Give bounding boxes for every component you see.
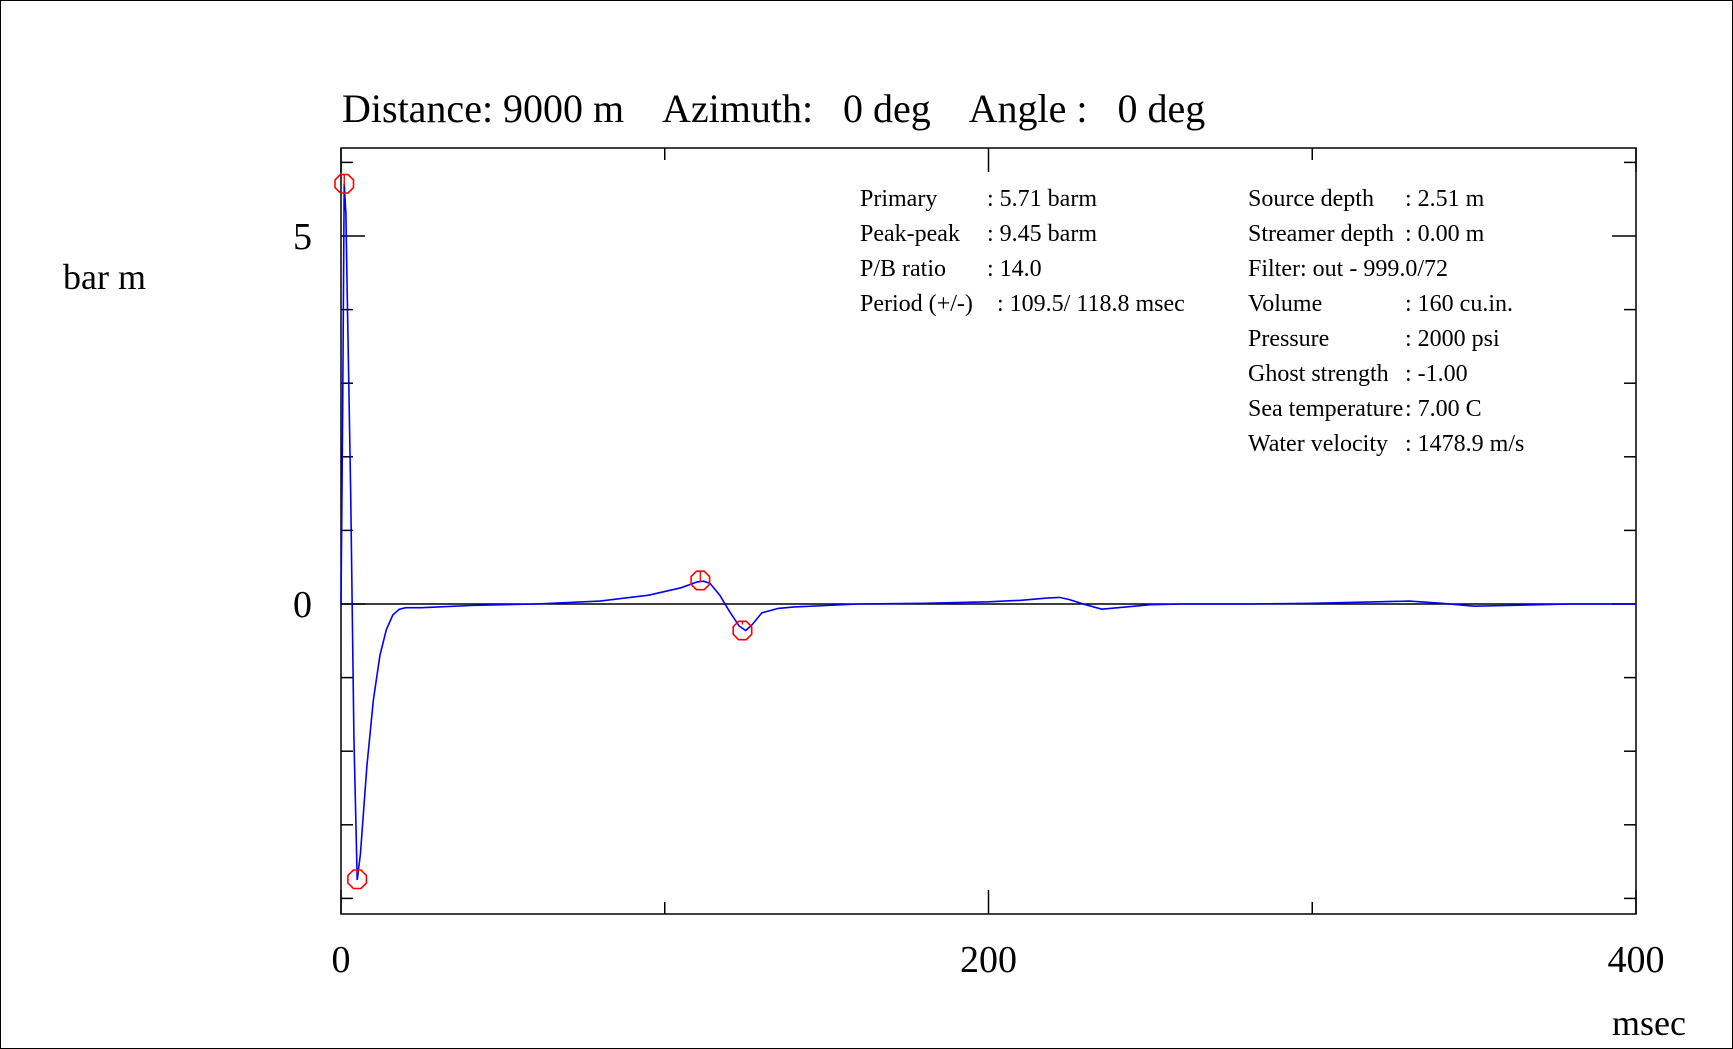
- info-right-label: Sea temperature: [1248, 396, 1403, 422]
- info-left-value: : 5.71 barm: [987, 186, 1097, 212]
- x-tick-label: 0: [332, 939, 351, 981]
- info-right-label: Pressure: [1248, 326, 1329, 352]
- info-left-value: : 109.5/ 118.8 msec: [997, 291, 1185, 317]
- info-annotations: Primary : 5.71 barm Peak-peak : 9.45 barm P/…: [860, 186, 1524, 457]
- chart-title: Distance: 9000 m Azimuth: 0 deg Angle : …: [342, 86, 1205, 131]
- info-right-value: : 7.00 C: [1405, 396, 1482, 422]
- marker-bubble-peak: [690, 570, 711, 591]
- info-right-label: Water velocity: [1248, 431, 1388, 457]
- info-right-value: : 0.00 m: [1405, 221, 1485, 247]
- tick-labels: 0 200 400 5 0: [293, 216, 1665, 981]
- x-tick-label: 200: [960, 939, 1017, 981]
- info-left-label: Primary: [860, 186, 937, 212]
- info-right-value: : 1478.9 m/s: [1405, 431, 1524, 457]
- info-right-value: : -1.00: [1405, 361, 1468, 387]
- info-left-value: : 9.45 barm: [987, 221, 1097, 247]
- info-right-label: Ghost strength: [1248, 361, 1389, 387]
- info-right-value: : 2.51 m: [1405, 186, 1485, 212]
- x-tick-label: 400: [1608, 939, 1665, 981]
- x-axis-label: msec: [1612, 1003, 1686, 1043]
- y-tick-label: 0: [293, 584, 312, 626]
- y-tick-label: 5: [293, 216, 312, 258]
- info-right-value: : 2000 psi: [1405, 326, 1500, 352]
- info-left-label: Period (+/-): [860, 291, 973, 317]
- extrema-markers: [334, 173, 753, 890]
- info-right-label: Volume: [1248, 291, 1322, 317]
- info-right-label: Filter: out - 999.0/72: [1248, 256, 1448, 282]
- info-right-label: Streamer depth: [1248, 221, 1394, 247]
- info-right-value: : 160 cu.in.: [1405, 291, 1513, 317]
- y-axis-label: bar m: [63, 257, 146, 297]
- marker-bubble-trough: [732, 620, 753, 641]
- series-line: [340, 183, 1636, 881]
- info-left-label: Peak-peak: [860, 221, 960, 247]
- marker-primary-trough: [347, 869, 368, 890]
- info-left-value: : 14.0: [987, 256, 1042, 282]
- info-left-label: P/B ratio: [860, 256, 946, 282]
- marker-primary-peak: [334, 173, 355, 194]
- info-right-label: Source depth: [1248, 186, 1374, 212]
